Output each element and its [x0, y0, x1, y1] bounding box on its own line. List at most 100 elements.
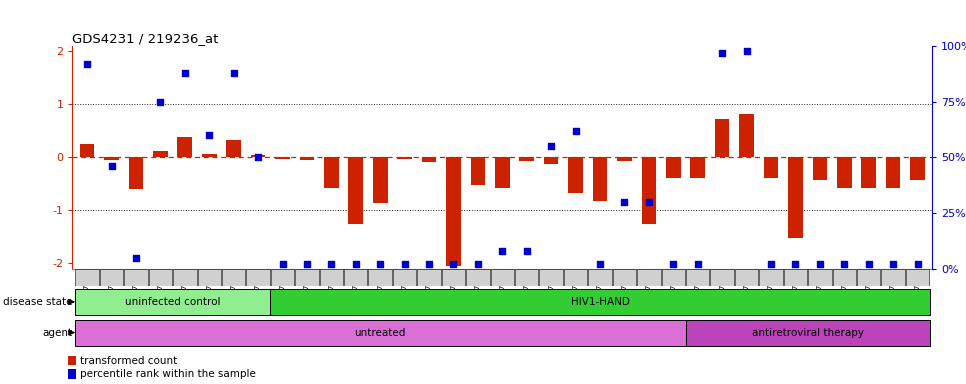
Point	[103, 163, 119, 169]
FancyBboxPatch shape	[125, 269, 148, 286]
Point	[715, 50, 730, 56]
Point	[787, 261, 803, 267]
FancyBboxPatch shape	[75, 290, 270, 315]
Point	[128, 255, 144, 261]
Bar	[470, 157, 485, 185]
Bar	[104, 157, 119, 160]
Point	[421, 261, 437, 267]
FancyBboxPatch shape	[612, 269, 637, 286]
Bar	[715, 119, 729, 157]
Bar	[202, 154, 216, 157]
FancyBboxPatch shape	[75, 320, 686, 346]
Bar	[666, 157, 681, 177]
Bar	[178, 137, 192, 157]
Point	[324, 261, 339, 267]
Bar	[544, 157, 558, 164]
FancyBboxPatch shape	[662, 269, 685, 286]
Point	[544, 143, 559, 149]
Bar	[764, 157, 779, 177]
FancyBboxPatch shape	[393, 269, 416, 286]
Text: antiretroviral therapy: antiretroviral therapy	[752, 328, 864, 338]
Bar	[153, 151, 168, 157]
FancyBboxPatch shape	[539, 269, 563, 286]
Point	[79, 61, 95, 67]
FancyBboxPatch shape	[564, 269, 587, 286]
Text: uninfected control: uninfected control	[125, 297, 220, 307]
FancyBboxPatch shape	[686, 320, 929, 346]
Point	[616, 199, 632, 205]
FancyBboxPatch shape	[881, 269, 905, 286]
Bar	[251, 155, 266, 157]
Bar	[739, 114, 753, 157]
FancyBboxPatch shape	[246, 269, 270, 286]
Bar	[910, 157, 924, 180]
FancyBboxPatch shape	[296, 269, 319, 286]
Point	[666, 261, 681, 267]
Bar	[812, 157, 827, 180]
FancyBboxPatch shape	[149, 269, 172, 286]
Bar	[788, 157, 803, 238]
Point	[519, 248, 534, 254]
Bar	[128, 157, 143, 189]
Point	[910, 261, 925, 267]
FancyBboxPatch shape	[99, 269, 124, 286]
Point	[568, 127, 583, 134]
Point	[812, 261, 828, 267]
Bar	[495, 157, 510, 188]
FancyBboxPatch shape	[467, 269, 490, 286]
Point	[226, 70, 242, 76]
Bar	[68, 356, 76, 366]
Point	[592, 261, 608, 267]
Bar	[520, 157, 534, 161]
FancyBboxPatch shape	[75, 269, 99, 286]
FancyBboxPatch shape	[270, 269, 295, 286]
Text: untreated: untreated	[355, 328, 406, 338]
Bar	[422, 157, 437, 162]
Point	[153, 99, 168, 105]
Point	[348, 261, 363, 267]
Text: disease state: disease state	[4, 297, 73, 307]
FancyBboxPatch shape	[320, 269, 343, 286]
Bar	[324, 157, 339, 188]
Bar	[593, 157, 608, 201]
FancyBboxPatch shape	[833, 269, 856, 286]
FancyBboxPatch shape	[735, 269, 758, 286]
Bar	[886, 157, 900, 188]
Bar	[373, 157, 387, 202]
FancyBboxPatch shape	[638, 269, 661, 286]
Bar	[226, 141, 241, 157]
FancyBboxPatch shape	[197, 269, 221, 286]
FancyBboxPatch shape	[906, 269, 929, 286]
FancyBboxPatch shape	[173, 269, 196, 286]
FancyBboxPatch shape	[759, 269, 782, 286]
Bar	[349, 157, 363, 224]
Bar	[446, 157, 461, 266]
Point	[837, 261, 852, 267]
Bar	[568, 157, 582, 194]
FancyBboxPatch shape	[368, 269, 392, 286]
Bar	[397, 157, 412, 159]
Point	[397, 261, 412, 267]
Text: percentile rank within the sample: percentile rank within the sample	[80, 369, 256, 379]
FancyBboxPatch shape	[344, 269, 367, 286]
FancyBboxPatch shape	[515, 269, 538, 286]
FancyBboxPatch shape	[783, 269, 808, 286]
Point	[739, 48, 754, 54]
Point	[177, 70, 192, 76]
Bar	[68, 369, 76, 379]
Point	[641, 199, 657, 205]
FancyBboxPatch shape	[270, 290, 929, 315]
Bar	[691, 157, 705, 177]
Bar	[275, 157, 290, 159]
Point	[861, 261, 876, 267]
Point	[299, 261, 315, 267]
FancyBboxPatch shape	[686, 269, 709, 286]
Bar	[837, 157, 852, 188]
Point	[690, 261, 705, 267]
Bar	[862, 157, 876, 188]
FancyBboxPatch shape	[417, 269, 440, 286]
Text: HIV1-HAND: HIV1-HAND	[571, 297, 630, 307]
Point	[445, 261, 461, 267]
Point	[470, 261, 486, 267]
FancyBboxPatch shape	[857, 269, 880, 286]
